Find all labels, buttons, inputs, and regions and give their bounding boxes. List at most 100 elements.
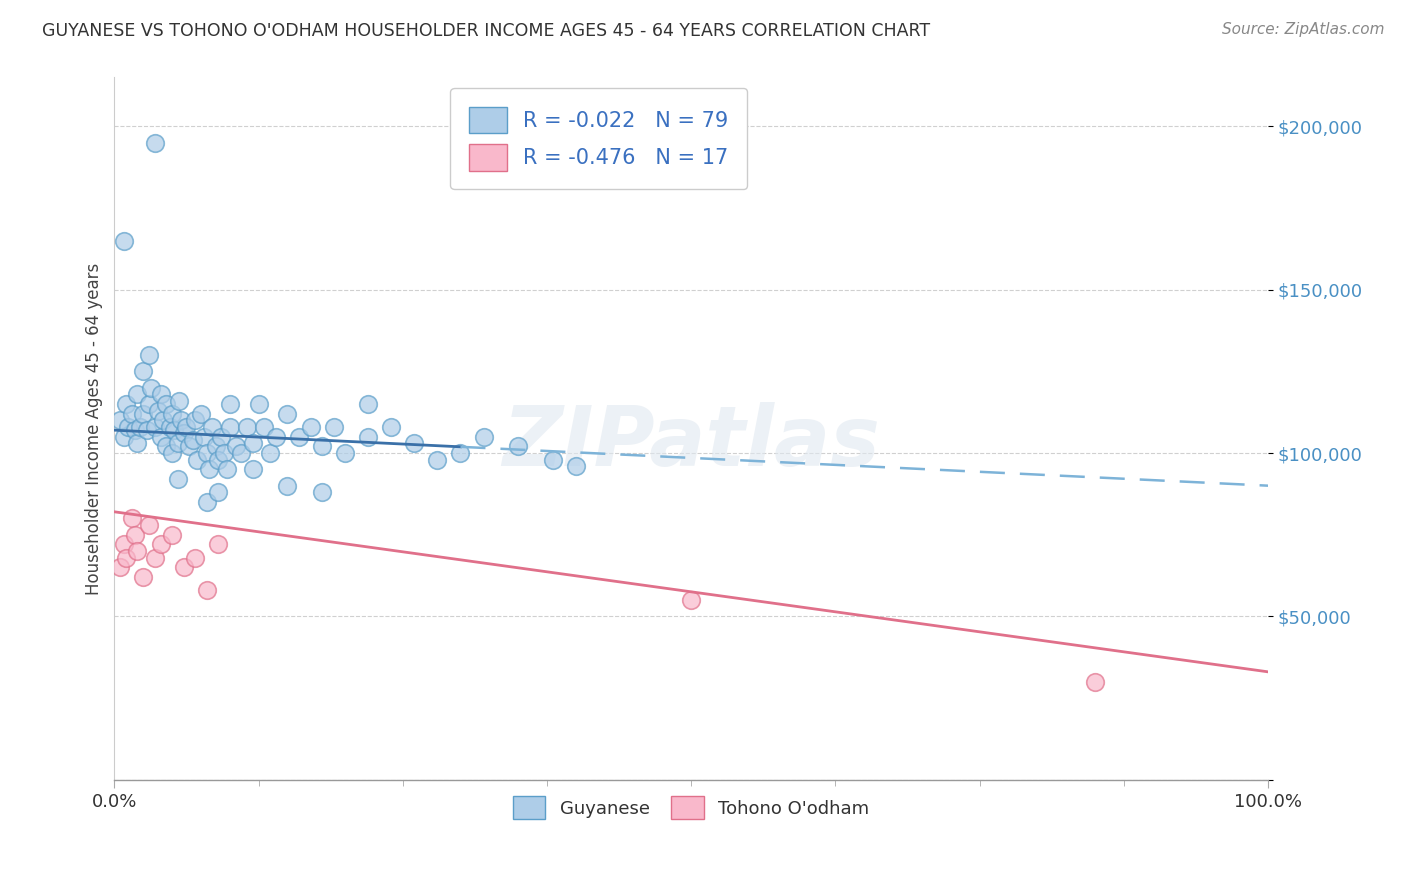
Point	[242, 436, 264, 450]
Point	[681, 593, 703, 607]
Point	[259, 446, 281, 460]
Point	[149, 387, 172, 401]
Point	[128, 420, 150, 434]
Point	[143, 550, 166, 565]
Point	[173, 426, 195, 441]
Point	[212, 446, 235, 460]
Point	[170, 413, 193, 427]
Point	[115, 550, 138, 565]
Point	[247, 397, 270, 411]
Point	[231, 446, 253, 460]
Point	[159, 420, 181, 434]
Point	[253, 420, 276, 434]
Point	[217, 462, 239, 476]
Point	[207, 452, 229, 467]
Point	[112, 430, 135, 444]
Point	[450, 446, 472, 460]
Point	[541, 452, 564, 467]
Point	[207, 537, 229, 551]
Point	[1084, 674, 1107, 689]
Point	[565, 459, 588, 474]
Point	[132, 407, 155, 421]
Point	[236, 420, 259, 434]
Point	[108, 413, 131, 427]
Point	[186, 452, 208, 467]
Text: Source: ZipAtlas.com: Source: ZipAtlas.com	[1222, 22, 1385, 37]
Point	[160, 527, 183, 541]
Point	[155, 440, 177, 454]
Point	[138, 348, 160, 362]
Legend: Guyanese, Tohono O'odham: Guyanese, Tohono O'odham	[499, 781, 884, 834]
Point	[195, 583, 218, 598]
Point	[124, 527, 146, 541]
Point	[132, 364, 155, 378]
Point	[160, 446, 183, 460]
Point	[426, 452, 449, 467]
Point	[174, 420, 197, 434]
Point	[127, 387, 149, 401]
Point	[193, 430, 215, 444]
Point	[380, 420, 402, 434]
Point	[311, 440, 333, 454]
Point	[143, 420, 166, 434]
Point	[112, 537, 135, 551]
Point	[167, 393, 190, 408]
Point	[404, 436, 426, 450]
Point	[184, 550, 207, 565]
Point	[472, 430, 495, 444]
Point	[357, 397, 380, 411]
Point	[141, 381, 163, 395]
Point	[149, 537, 172, 551]
Point	[163, 423, 186, 437]
Point	[299, 420, 322, 434]
Point	[508, 440, 530, 454]
Point	[242, 462, 264, 476]
Point	[167, 436, 190, 450]
Point	[127, 436, 149, 450]
Point	[179, 440, 201, 454]
Point	[124, 423, 146, 437]
Point	[357, 430, 380, 444]
Point	[138, 397, 160, 411]
Point	[205, 440, 228, 454]
Point	[135, 423, 157, 437]
Point	[115, 397, 138, 411]
Point	[276, 407, 298, 421]
Point	[288, 430, 311, 444]
Text: GUYANESE VS TOHONO O'ODHAM HOUSEHOLDER INCOME AGES 45 - 64 YEARS CORRELATION CHA: GUYANESE VS TOHONO O'ODHAM HOUSEHOLDER I…	[42, 22, 931, 40]
Point	[207, 485, 229, 500]
Point	[112, 234, 135, 248]
Point	[148, 403, 170, 417]
Text: ZIPatlas: ZIPatlas	[502, 402, 880, 483]
Point	[108, 560, 131, 574]
Point	[121, 407, 143, 421]
Point	[198, 462, 221, 476]
Point	[333, 446, 356, 460]
Y-axis label: Householder Income Ages 45 - 64 years: Householder Income Ages 45 - 64 years	[86, 262, 103, 595]
Point	[218, 420, 240, 434]
Point	[276, 478, 298, 492]
Point	[167, 472, 190, 486]
Point	[195, 495, 218, 509]
Point	[322, 420, 344, 434]
Point	[201, 420, 224, 434]
Point	[190, 407, 212, 421]
Point	[195, 446, 218, 460]
Point	[160, 407, 183, 421]
Point	[127, 544, 149, 558]
Point	[143, 136, 166, 150]
Point	[138, 517, 160, 532]
Point	[209, 430, 232, 444]
Point	[184, 413, 207, 427]
Point	[264, 430, 287, 444]
Point	[155, 397, 177, 411]
Point	[225, 440, 247, 454]
Point	[311, 485, 333, 500]
Point	[149, 430, 172, 444]
Point	[132, 570, 155, 584]
Point	[173, 560, 195, 574]
Point	[117, 420, 139, 434]
Point	[121, 511, 143, 525]
Point	[181, 433, 204, 447]
Point	[218, 397, 240, 411]
